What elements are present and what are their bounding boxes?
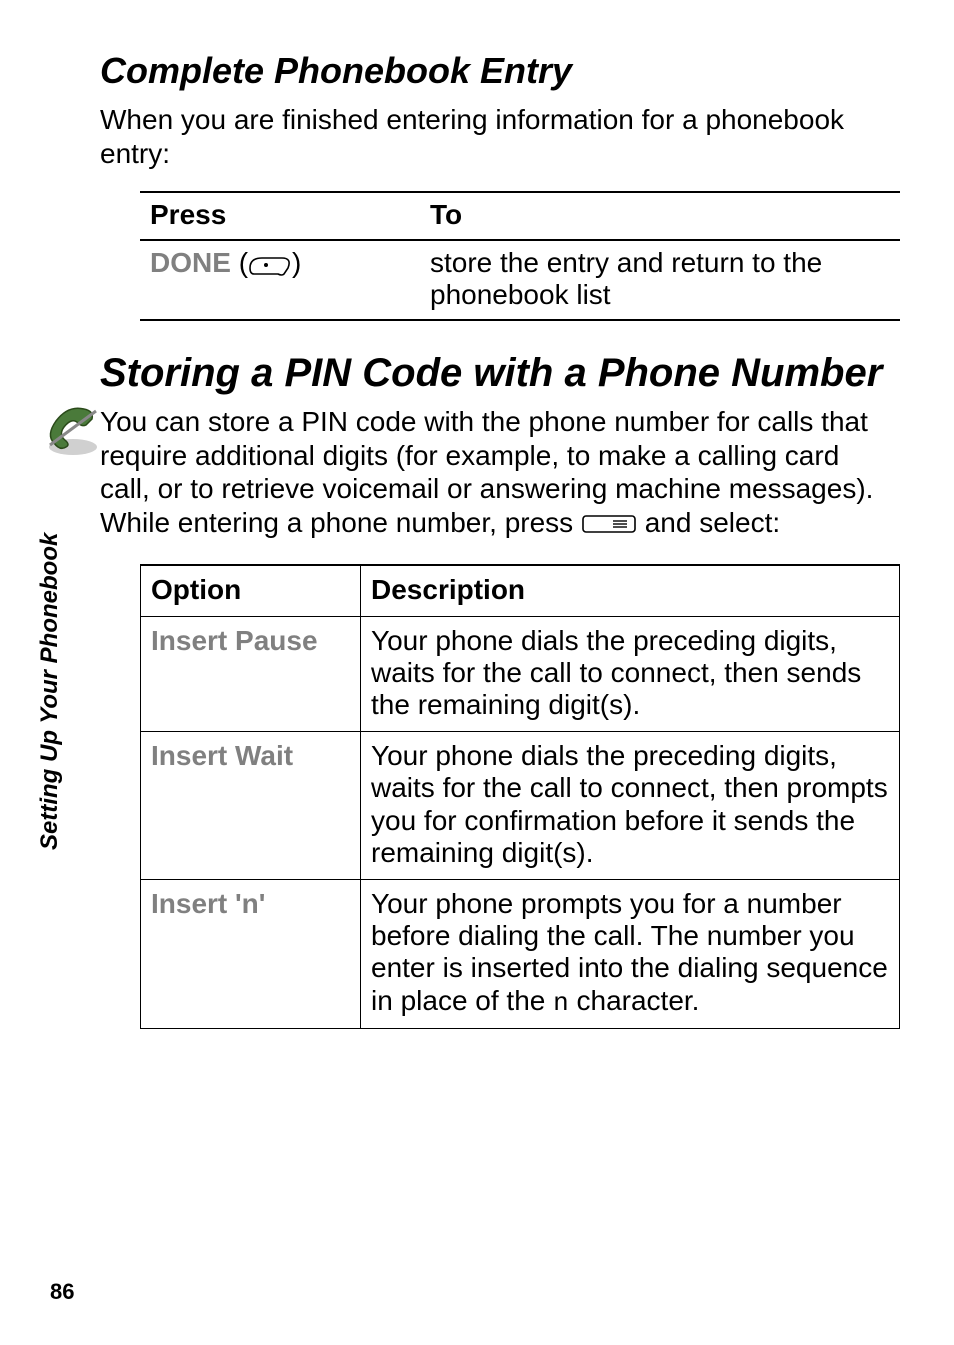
table-row: Insert Pause Your phone dials the preced… [141, 616, 900, 732]
col-header-description: Description [361, 565, 900, 617]
heading-storing-pin: Storing a PIN Code with a Phone Number [100, 351, 894, 395]
parenthesis-open: ( [239, 247, 248, 278]
cell-option-desc: Your phone prompts you for a number befo… [361, 880, 900, 1029]
cell-option-label: Insert Pause [141, 616, 361, 732]
insert-n-desc-post: character. [569, 985, 700, 1016]
table-row: Insert 'n' Your phone prompts you for a … [141, 880, 900, 1029]
phone-handset-icon [40, 397, 106, 468]
section-side-label: Setting Up Your Phonebook [36, 533, 64, 850]
cell-done-key: DONE () [140, 240, 420, 320]
table-press-to: Press To DONE () store the entry and ret… [140, 191, 900, 322]
done-label: DONE [150, 247, 231, 278]
col-header-press: Press [140, 192, 420, 240]
table-row: DONE () store the entry and return to th… [140, 240, 900, 320]
page-container: Setting Up Your Phonebook 86 Complete Ph… [0, 0, 954, 1345]
table-row: Insert Wait Your phone dials the precedi… [141, 732, 900, 880]
cell-done-desc: store the entry and return to the phoneb… [420, 240, 900, 320]
option-insert-pause: Insert Pause [151, 625, 318, 656]
option-insert-wait: Insert Wait [151, 740, 293, 771]
heading-complete-phonebook: Complete Phonebook Entry [100, 50, 894, 91]
cell-option-label: Insert 'n' [141, 880, 361, 1029]
option-insert-n: Insert 'n' [151, 888, 265, 919]
page-number: 86 [50, 1279, 74, 1305]
n-character: n [553, 988, 569, 1018]
pin-intro-text-2: and select: [637, 507, 780, 538]
col-header-option: Option [141, 565, 361, 617]
table-options: Option Description Insert Pause Your pho… [140, 564, 900, 1030]
paragraph-complete-intro: When you are finished entering informati… [100, 103, 894, 170]
cell-option-desc: Your phone dials the preceding digits, w… [361, 732, 900, 880]
paragraph-pin-intro: You can store a PIN code with the phone … [100, 405, 894, 543]
parenthesis-close: ) [292, 247, 301, 278]
cell-option-label: Insert Wait [141, 732, 361, 880]
cell-option-desc: Your phone dials the preceding digits, w… [361, 616, 900, 732]
col-header-to: To [420, 192, 900, 240]
menu-key-icon [581, 510, 637, 544]
right-softkey-icon [248, 251, 292, 283]
